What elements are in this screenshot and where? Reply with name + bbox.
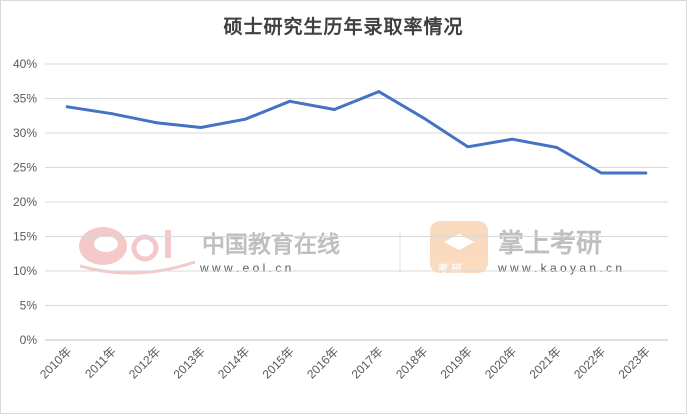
y-tick-label: 20% xyxy=(13,195,37,209)
data-point xyxy=(377,90,381,94)
watermark-eol-url: w w w . e o l . c n xyxy=(199,261,291,275)
x-tick-label: 2015年 xyxy=(260,344,297,381)
x-tick-label: 2013年 xyxy=(171,344,208,381)
x-tick-label: 2021年 xyxy=(527,344,564,381)
data-point xyxy=(332,108,336,112)
watermarks: 中国教育在线 w w w . e o l . c n 考 研 掌上考研 w w … xyxy=(79,221,622,275)
watermark-kaoyan-cn: 掌上考研 xyxy=(498,229,602,259)
eol-logo xyxy=(79,227,196,275)
y-tick-label: 35% xyxy=(13,92,37,106)
data-point xyxy=(510,137,514,141)
y-tick-label: 15% xyxy=(13,230,37,244)
data-point xyxy=(243,117,247,121)
data-point xyxy=(199,125,203,129)
data-point xyxy=(421,116,425,120)
x-tick-label: 2022年 xyxy=(571,344,608,381)
y-tick-label: 0% xyxy=(20,333,38,347)
y-tick-label: 10% xyxy=(13,264,37,278)
data-point xyxy=(65,105,69,109)
x-tick-label: 2020年 xyxy=(482,344,519,381)
y-tick-label: 30% xyxy=(13,126,37,140)
x-tick-label: 2011年 xyxy=(82,344,119,381)
watermark-kaoyan-url: w w w . k a o y a n . c n xyxy=(497,261,622,275)
series-line xyxy=(65,90,648,175)
y-tick-label: 5% xyxy=(20,299,38,313)
x-tick-label: 2019年 xyxy=(438,344,475,381)
x-tick-label: 2016年 xyxy=(304,344,341,381)
watermark-eol-cn: 中国教育在线 xyxy=(202,231,340,258)
x-tick-label: 2023年 xyxy=(616,344,653,381)
x-tick-label: 2017年 xyxy=(349,344,386,381)
data-point xyxy=(644,171,648,175)
data-point xyxy=(599,171,603,175)
data-point xyxy=(555,145,559,149)
data-point xyxy=(154,121,158,125)
data-point xyxy=(110,112,114,116)
kaoyan-logo xyxy=(430,221,488,273)
x-tick-label: 2018年 xyxy=(393,344,430,381)
y-tick-label: 25% xyxy=(13,161,37,175)
watermark-kaoyan-badge: 考 研 xyxy=(438,262,461,275)
y-tick-label: 40% xyxy=(13,57,37,71)
data-point xyxy=(288,99,292,103)
x-tick-label: 2012年 xyxy=(126,344,163,381)
chart-title: 硕士研究生历年录取率情况 xyxy=(223,16,464,38)
x-tick-label: 2014年 xyxy=(215,344,252,381)
data-point xyxy=(466,145,470,149)
x-tick-label: 2010年 xyxy=(37,344,74,381)
